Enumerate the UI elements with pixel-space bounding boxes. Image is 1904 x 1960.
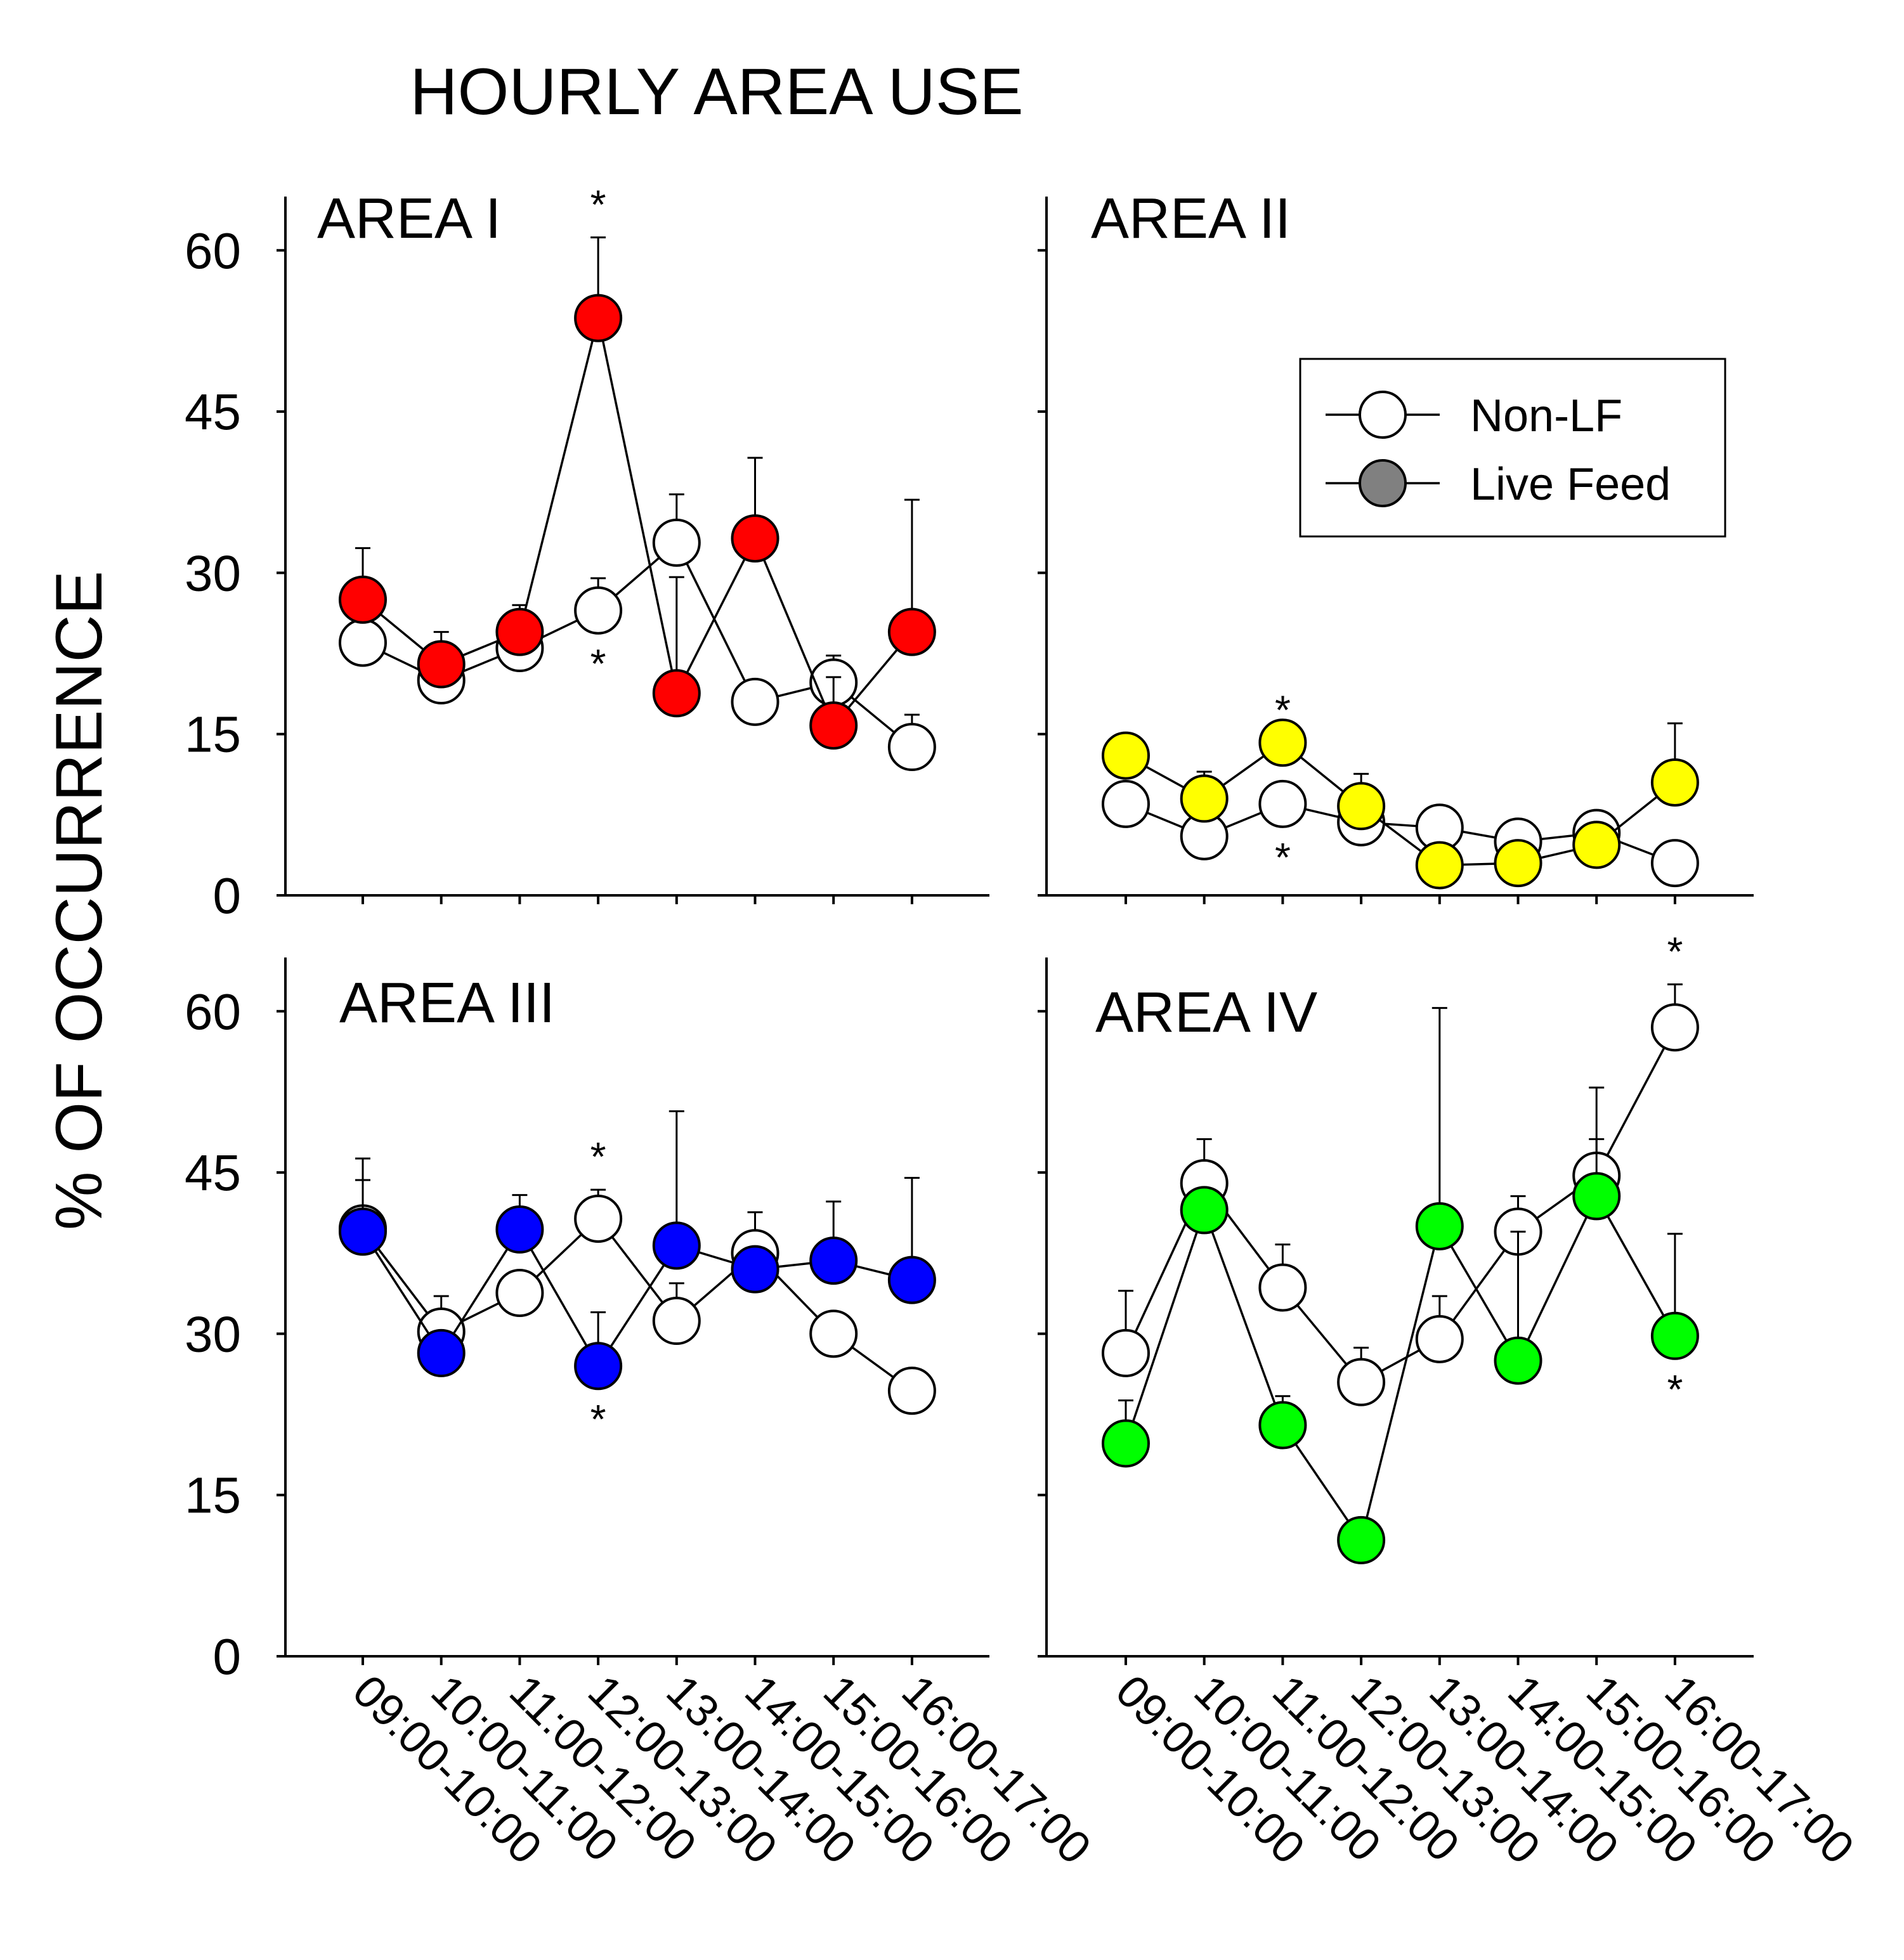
chart-title: HOURLY AREA USE (410, 55, 1023, 129)
data-point (495, 607, 544, 656)
data-point (1258, 779, 1307, 828)
series-non-lf (339, 1179, 936, 1415)
y-tick-label: 15 (185, 706, 241, 763)
data-point (1572, 821, 1621, 869)
data-point (1650, 1311, 1699, 1360)
significance-star: * (1667, 1366, 1683, 1412)
significance-star: * (1275, 834, 1291, 880)
data-point (1258, 1401, 1307, 1450)
data-point (1180, 1186, 1229, 1235)
data-point (1494, 839, 1542, 888)
data-point (887, 1366, 936, 1415)
data-point (809, 1309, 858, 1358)
data-point (809, 701, 858, 750)
data-point (652, 1221, 701, 1270)
data-point (887, 607, 936, 656)
data-point (1650, 1003, 1699, 1052)
data-point (1572, 1172, 1621, 1221)
significance-star: * (590, 181, 606, 227)
data-point (339, 1207, 387, 1256)
data-point (1650, 758, 1699, 807)
data-point (1337, 1515, 1386, 1564)
series-live-feed (339, 236, 936, 750)
y-tick-label: 0 (213, 867, 242, 924)
legend-label: Live Feed (1470, 459, 1671, 510)
data-point (731, 677, 779, 726)
y-tick-label: 45 (185, 1145, 241, 1201)
y-tick-label: 60 (185, 983, 241, 1040)
panel-4: 09:00-10:0010:00-11:0011:00-12:0012:00-1… (1038, 928, 1863, 1874)
series-live-feed (339, 1110, 936, 1391)
data-point (1258, 1263, 1307, 1312)
legend-box (1299, 358, 1726, 538)
panel-label: AREA I (317, 187, 501, 250)
data-point (574, 586, 623, 635)
panel-label: AREA II (1091, 187, 1291, 250)
significance-star: * (590, 1396, 606, 1442)
y-tick-label: 30 (185, 1306, 241, 1362)
data-point (887, 1256, 936, 1304)
panel-2: AREA II * * Non-LF Live Feed (1038, 187, 1754, 904)
legend-label: Non-LF (1470, 391, 1622, 441)
data-point (652, 669, 701, 718)
y-tick-label: 30 (185, 545, 241, 601)
data-point (417, 640, 466, 689)
significance-star: * (1275, 687, 1291, 732)
data-point (1102, 1419, 1150, 1468)
panel-label: AREA III (339, 971, 555, 1035)
data-point (339, 575, 387, 624)
data-point (1102, 779, 1150, 828)
data-point (339, 618, 387, 667)
panel-label: AREA IV (1095, 981, 1317, 1044)
data-point (574, 294, 623, 342)
data-point (731, 514, 779, 563)
data-point (1258, 718, 1307, 767)
data-point (1102, 1328, 1150, 1377)
series-line (1125, 1193, 1676, 1543)
y-axis-label: % OF OCCURRENCE (42, 571, 116, 1230)
y-tick-label: 0 (213, 1628, 242, 1685)
data-point (652, 518, 701, 567)
legend-marker (1359, 459, 1407, 507)
data-point (417, 1328, 466, 1377)
data-point (574, 1342, 623, 1391)
series-live-feed (1102, 718, 1699, 890)
significance-star: * (590, 1134, 606, 1179)
y-tick-label: 15 (185, 1467, 241, 1524)
data-point (1494, 1336, 1542, 1385)
panel-1: 0 15 30 45 60 AREA I * * (185, 181, 989, 924)
panels-group: 0 15 30 45 60 AREA I * * AREA II * * Non-LF Live Fee… (185, 181, 1863, 1874)
y-tick-label: 60 (185, 223, 241, 279)
y-tick-label: 45 (185, 384, 241, 440)
significance-star: * (1667, 928, 1683, 974)
panel-3: 01530456009:00-10:0010:00-11:0011:00-12:… (185, 957, 1100, 1874)
data-point (574, 1194, 623, 1243)
data-point (809, 1236, 858, 1285)
data-point (495, 1268, 544, 1317)
data-point (652, 1297, 701, 1346)
data-point (731, 1245, 779, 1294)
significance-star: * (590, 641, 606, 687)
data-point (1415, 1202, 1464, 1250)
data-point (1102, 731, 1150, 780)
data-point (1337, 1358, 1386, 1406)
data-point (495, 1205, 544, 1254)
series-live-feed (1102, 1007, 1699, 1564)
data-point (887, 723, 936, 772)
data-point (1415, 1314, 1464, 1363)
data-point (1415, 841, 1464, 890)
data-point (1337, 782, 1386, 831)
data-point (1650, 839, 1699, 888)
data-point (1180, 774, 1229, 823)
legend: Non-LF Live Feed (1299, 358, 1726, 538)
legend-marker (1359, 391, 1407, 439)
